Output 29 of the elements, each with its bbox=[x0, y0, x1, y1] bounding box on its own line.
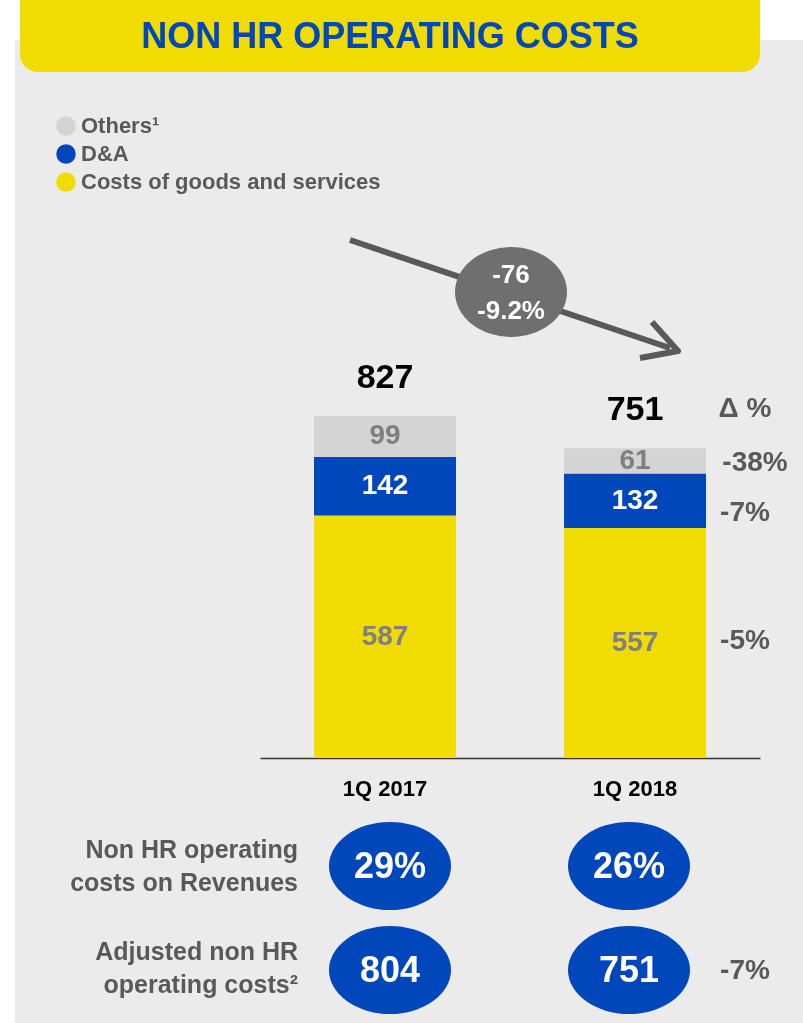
bar bbox=[314, 456, 456, 516]
bar bbox=[564, 448, 706, 474]
data-label: 99 bbox=[369, 419, 401, 451]
legend-label: D&A bbox=[81, 141, 129, 166]
text: -76 bbox=[492, 258, 530, 290]
annotation: -7% bbox=[720, 496, 770, 528]
legend-label: Others¹ bbox=[81, 113, 160, 138]
x-tick-label: 1Q 2018 bbox=[592, 775, 678, 801]
text: Adjusted non HR operating costs² bbox=[94, 936, 298, 1000]
text: -7% bbox=[720, 954, 770, 986]
annotation: Δ % bbox=[718, 392, 772, 424]
bar bbox=[564, 527, 706, 758]
annotation: -5% bbox=[720, 624, 770, 656]
chart-title: NON HR OPERATING COSTS bbox=[20, 0, 760, 72]
x-tick-label: 1Q 2017 bbox=[342, 775, 428, 801]
bar bbox=[314, 416, 456, 457]
data-label: 132 bbox=[611, 483, 659, 515]
annotation: -38% bbox=[722, 446, 788, 478]
bar bbox=[314, 515, 456, 758]
data-label: 61 bbox=[619, 443, 651, 475]
text: -9.2% bbox=[477, 294, 545, 326]
data-label: 142 bbox=[361, 469, 409, 501]
bar bbox=[564, 473, 706, 528]
data-label: 587 bbox=[361, 619, 409, 651]
total-label: 751 bbox=[606, 389, 664, 428]
total-label: 827 bbox=[356, 357, 414, 395]
legend-label: Costs of goods and services bbox=[81, 169, 381, 194]
data-label: 557 bbox=[611, 625, 659, 657]
text: Non HR operating costs on Revenues bbox=[69, 834, 298, 898]
